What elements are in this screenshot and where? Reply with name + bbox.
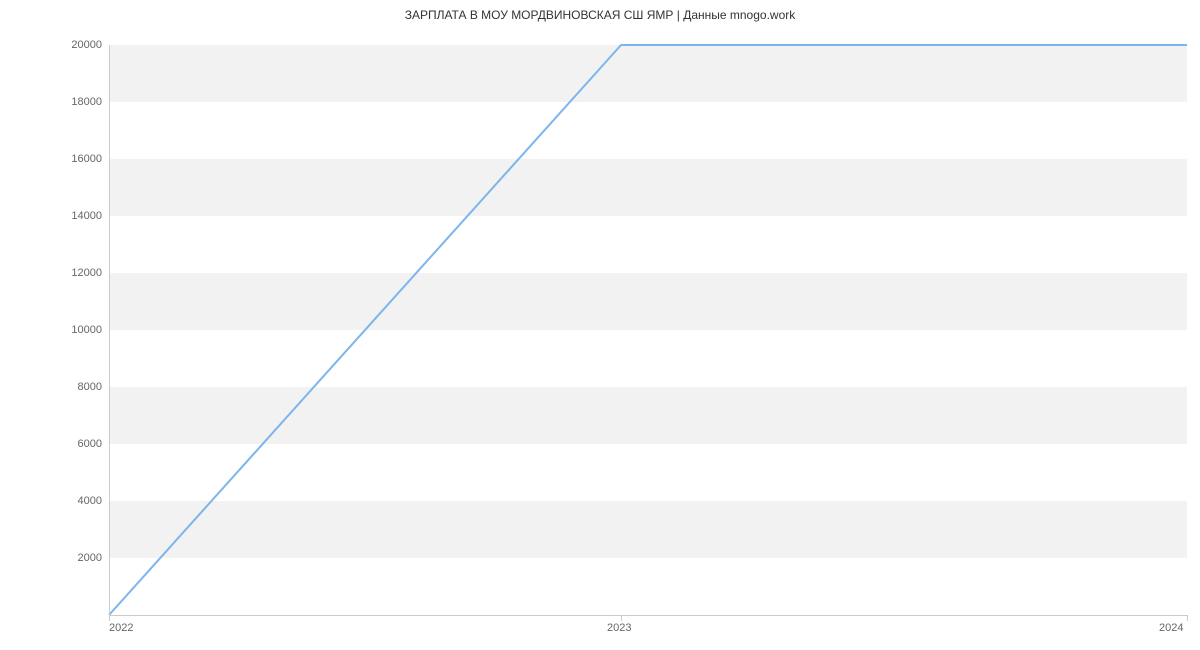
y-tick-label: 6000 bbox=[78, 438, 102, 450]
y-tick-label: 2000 bbox=[78, 552, 102, 564]
x-axis-line bbox=[109, 615, 1187, 616]
y-tick-label: 8000 bbox=[78, 381, 102, 393]
x-tick bbox=[109, 615, 110, 621]
y-tick-label: 20000 bbox=[71, 39, 102, 51]
salary-chart: ЗАРПЛАТА В МОУ МОРДВИНОВСКАЯ СШ ЯМР | Да… bbox=[0, 0, 1200, 650]
plot-area bbox=[109, 45, 1187, 615]
x-tick bbox=[621, 615, 622, 621]
chart-title: ЗАРПЛАТА В МОУ МОРДВИНОВСКАЯ СШ ЯМР | Да… bbox=[0, 8, 1200, 22]
line-layer bbox=[109, 45, 1187, 615]
y-tick-label: 10000 bbox=[71, 324, 102, 336]
x-tick-label: 2023 bbox=[607, 622, 631, 634]
y-tick-label: 16000 bbox=[71, 153, 102, 165]
x-tick-label: 2022 bbox=[109, 622, 133, 634]
y-axis-line bbox=[109, 45, 110, 615]
x-tick bbox=[1187, 615, 1188, 621]
y-tick-label: 14000 bbox=[71, 210, 102, 222]
y-tick-label: 12000 bbox=[71, 267, 102, 279]
y-tick-label: 4000 bbox=[78, 495, 102, 507]
x-tick-label: 2024 bbox=[1159, 622, 1183, 634]
y-tick-label: 18000 bbox=[71, 96, 102, 108]
series-line bbox=[109, 45, 1187, 615]
